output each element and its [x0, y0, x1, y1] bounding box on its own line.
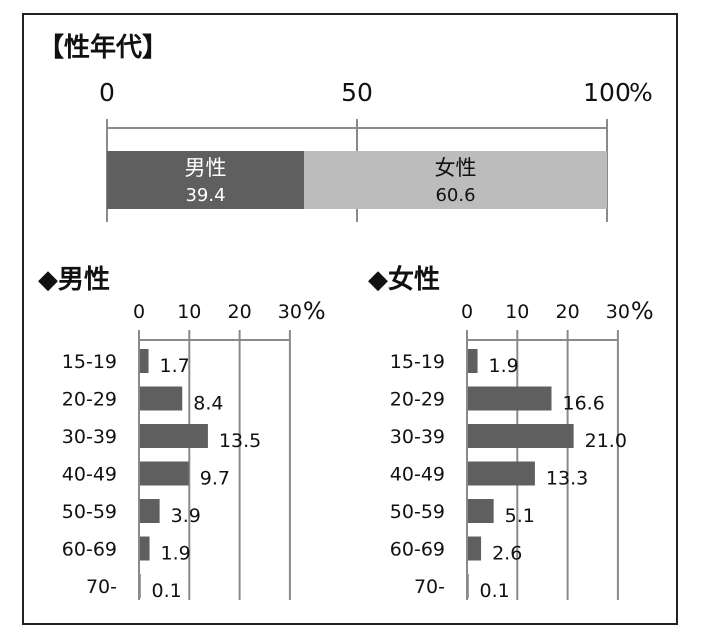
stacked-segment-male	[107, 151, 304, 209]
female-bar	[468, 461, 535, 486]
female-data-label: 13.3	[546, 468, 588, 490]
main-tick-label-50: 50	[341, 78, 373, 107]
segment-name-male: 男性	[185, 156, 227, 180]
main-axis-unit: %	[629, 78, 653, 107]
female-tick-label-30: 30	[606, 301, 630, 323]
male-category-label: 40-49	[62, 464, 117, 486]
female-bar	[468, 574, 469, 598]
female-axis-unit: %	[631, 297, 654, 325]
female-category-label: 15-19	[390, 351, 445, 373]
female-bar	[468, 536, 482, 561]
stacked-segment-female	[304, 151, 607, 209]
female-chart-title: ◆女性	[368, 264, 440, 295]
male-bar	[140, 574, 141, 598]
male-tick-label-0: 0	[133, 301, 145, 323]
male-chart-title: ◆男性	[38, 265, 110, 295]
male-data-label: 8.4	[193, 393, 223, 415]
male-bar	[140, 536, 150, 561]
male-axis-unit: %	[303, 297, 326, 325]
male-category-label: 30-39	[62, 426, 117, 448]
main-tick-label-100: 100	[583, 78, 631, 107]
female-bar	[468, 499, 494, 523]
male-category-label: 70-	[86, 576, 117, 598]
segment-value-male: 39.4	[185, 185, 225, 206]
main-chart-title: 【性年代】	[38, 32, 168, 63]
female-bar	[468, 424, 574, 448]
female-category-label: 60-69	[390, 539, 445, 561]
male-data-label: 0.1	[152, 580, 182, 602]
female-tick-label-10: 10	[505, 301, 529, 323]
female-category-label: 40-49	[390, 464, 445, 486]
female-category-label: 20-29	[390, 389, 445, 411]
male-data-label: 13.5	[219, 430, 261, 452]
female-data-label: 16.6	[562, 393, 604, 415]
male-data-label: 3.9	[171, 505, 201, 527]
male-tick-label-30: 30	[278, 301, 302, 323]
male-data-label: 1.7	[160, 355, 190, 377]
male-axis: 0 10 20 30%	[133, 297, 326, 600]
male-category-label: 50-59	[62, 501, 117, 523]
male-bar	[140, 386, 183, 411]
male-tick-label-10: 10	[177, 301, 201, 323]
female-tick-label-0: 0	[461, 301, 473, 323]
segment-value-female: 60.6	[435, 185, 475, 206]
female-bar	[468, 349, 478, 373]
main-tick-label-0: 0	[99, 78, 115, 107]
segment-name-female: 女性	[435, 156, 477, 180]
male-tick-label-20: 20	[228, 301, 252, 323]
female-category-label: 70-	[414, 576, 445, 598]
male-bar	[140, 461, 189, 486]
female-data-label: 1.9	[489, 355, 519, 377]
female-bars: 15-19 1.9 20-29 16.6 30-39 21.0 40-49 13.3 50-59…	[390, 349, 627, 602]
female-data-label: 2.6	[492, 543, 522, 565]
male-data-label: 9.7	[200, 468, 230, 490]
female-category-label: 30-39	[390, 426, 445, 448]
female-data-label: 21.0	[585, 430, 627, 452]
male-bar	[140, 349, 149, 373]
chart-frame	[22, 13, 678, 625]
female-tick-label-20: 20	[556, 301, 580, 323]
male-data-label: 1.9	[161, 543, 191, 565]
male-category-label: 15-19	[62, 351, 117, 373]
male-category-label: 20-29	[62, 389, 117, 411]
female-bar	[468, 386, 552, 411]
male-category-label: 60-69	[62, 539, 117, 561]
male-bar	[140, 499, 160, 523]
male-bar	[140, 424, 208, 448]
female-data-label: 0.1	[480, 580, 510, 602]
main-stacked-bars: 男性 39.4 女性 60.6	[107, 151, 607, 209]
male-bars: 15-19 1.7 20-29 8.4 30-39 13.5 40-49 9.7 50-59 3.…	[62, 349, 261, 602]
female-category-label: 50-59	[390, 501, 445, 523]
female-data-label: 5.1	[505, 505, 535, 527]
female-axis: 0 10 20 30%	[461, 297, 654, 600]
